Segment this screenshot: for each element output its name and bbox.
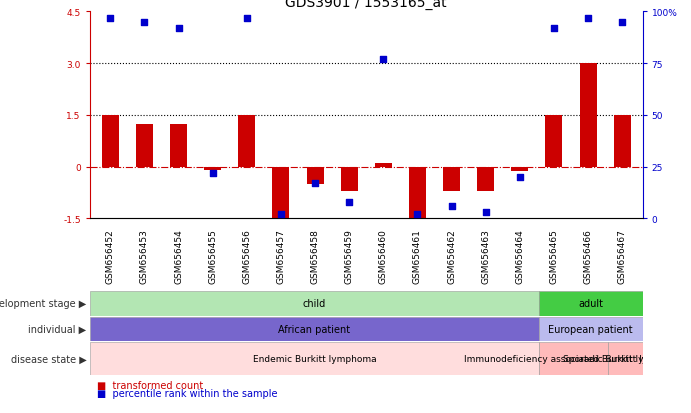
Title: GDS3901 / 1553165_at: GDS3901 / 1553165_at [285,0,447,10]
Text: Sporadic Burkitt lymphoma: Sporadic Burkitt lymphoma [563,354,688,363]
Text: individual ▶: individual ▶ [28,324,86,334]
Bar [170,124,187,167]
Text: Immunodeficiency associated Burkitt lymphoma: Immunodeficiency associated Burkitt lymp… [464,354,683,363]
Point [583,15,594,22]
Bar [539,317,643,342]
Text: development stage ▶: development stage ▶ [0,299,86,309]
Bar [341,167,358,191]
Point [241,15,252,22]
Text: child: child [303,299,326,309]
Bar [580,64,596,167]
Text: disease state ▶: disease state ▶ [10,354,86,364]
Point [173,26,184,32]
Bar [443,167,460,191]
Bar [204,167,221,171]
Point [549,26,560,32]
Point [446,203,457,210]
Point [514,174,525,181]
Bar [90,342,539,375]
Bar [90,317,539,342]
Bar [375,163,392,167]
Bar [511,167,529,171]
Bar [136,124,153,167]
Text: ■  transformed count: ■ transformed count [97,380,203,390]
Bar [545,116,562,167]
Bar [539,342,608,375]
Bar [477,167,494,191]
Bar [614,116,631,167]
Point [276,211,287,218]
Bar [90,291,539,316]
Point [343,199,354,206]
Bar [409,167,426,219]
Text: ■  percentile rank within the sample: ■ percentile rank within the sample [97,388,277,398]
Bar [608,342,643,375]
Point [207,170,218,177]
Bar [539,291,643,316]
Bar [272,167,290,219]
Point [139,19,150,26]
Point [105,15,116,22]
Bar [307,167,323,185]
Point [310,180,321,187]
Text: African patient: African patient [278,324,350,334]
Bar [238,116,256,167]
Point [378,57,389,63]
Point [412,211,423,218]
Text: adult: adult [578,299,603,309]
Text: Endemic Burkitt lymphoma: Endemic Burkitt lymphoma [253,354,376,363]
Text: European patient: European patient [549,324,633,334]
Point [480,209,491,216]
Bar [102,116,119,167]
Point [616,19,627,26]
